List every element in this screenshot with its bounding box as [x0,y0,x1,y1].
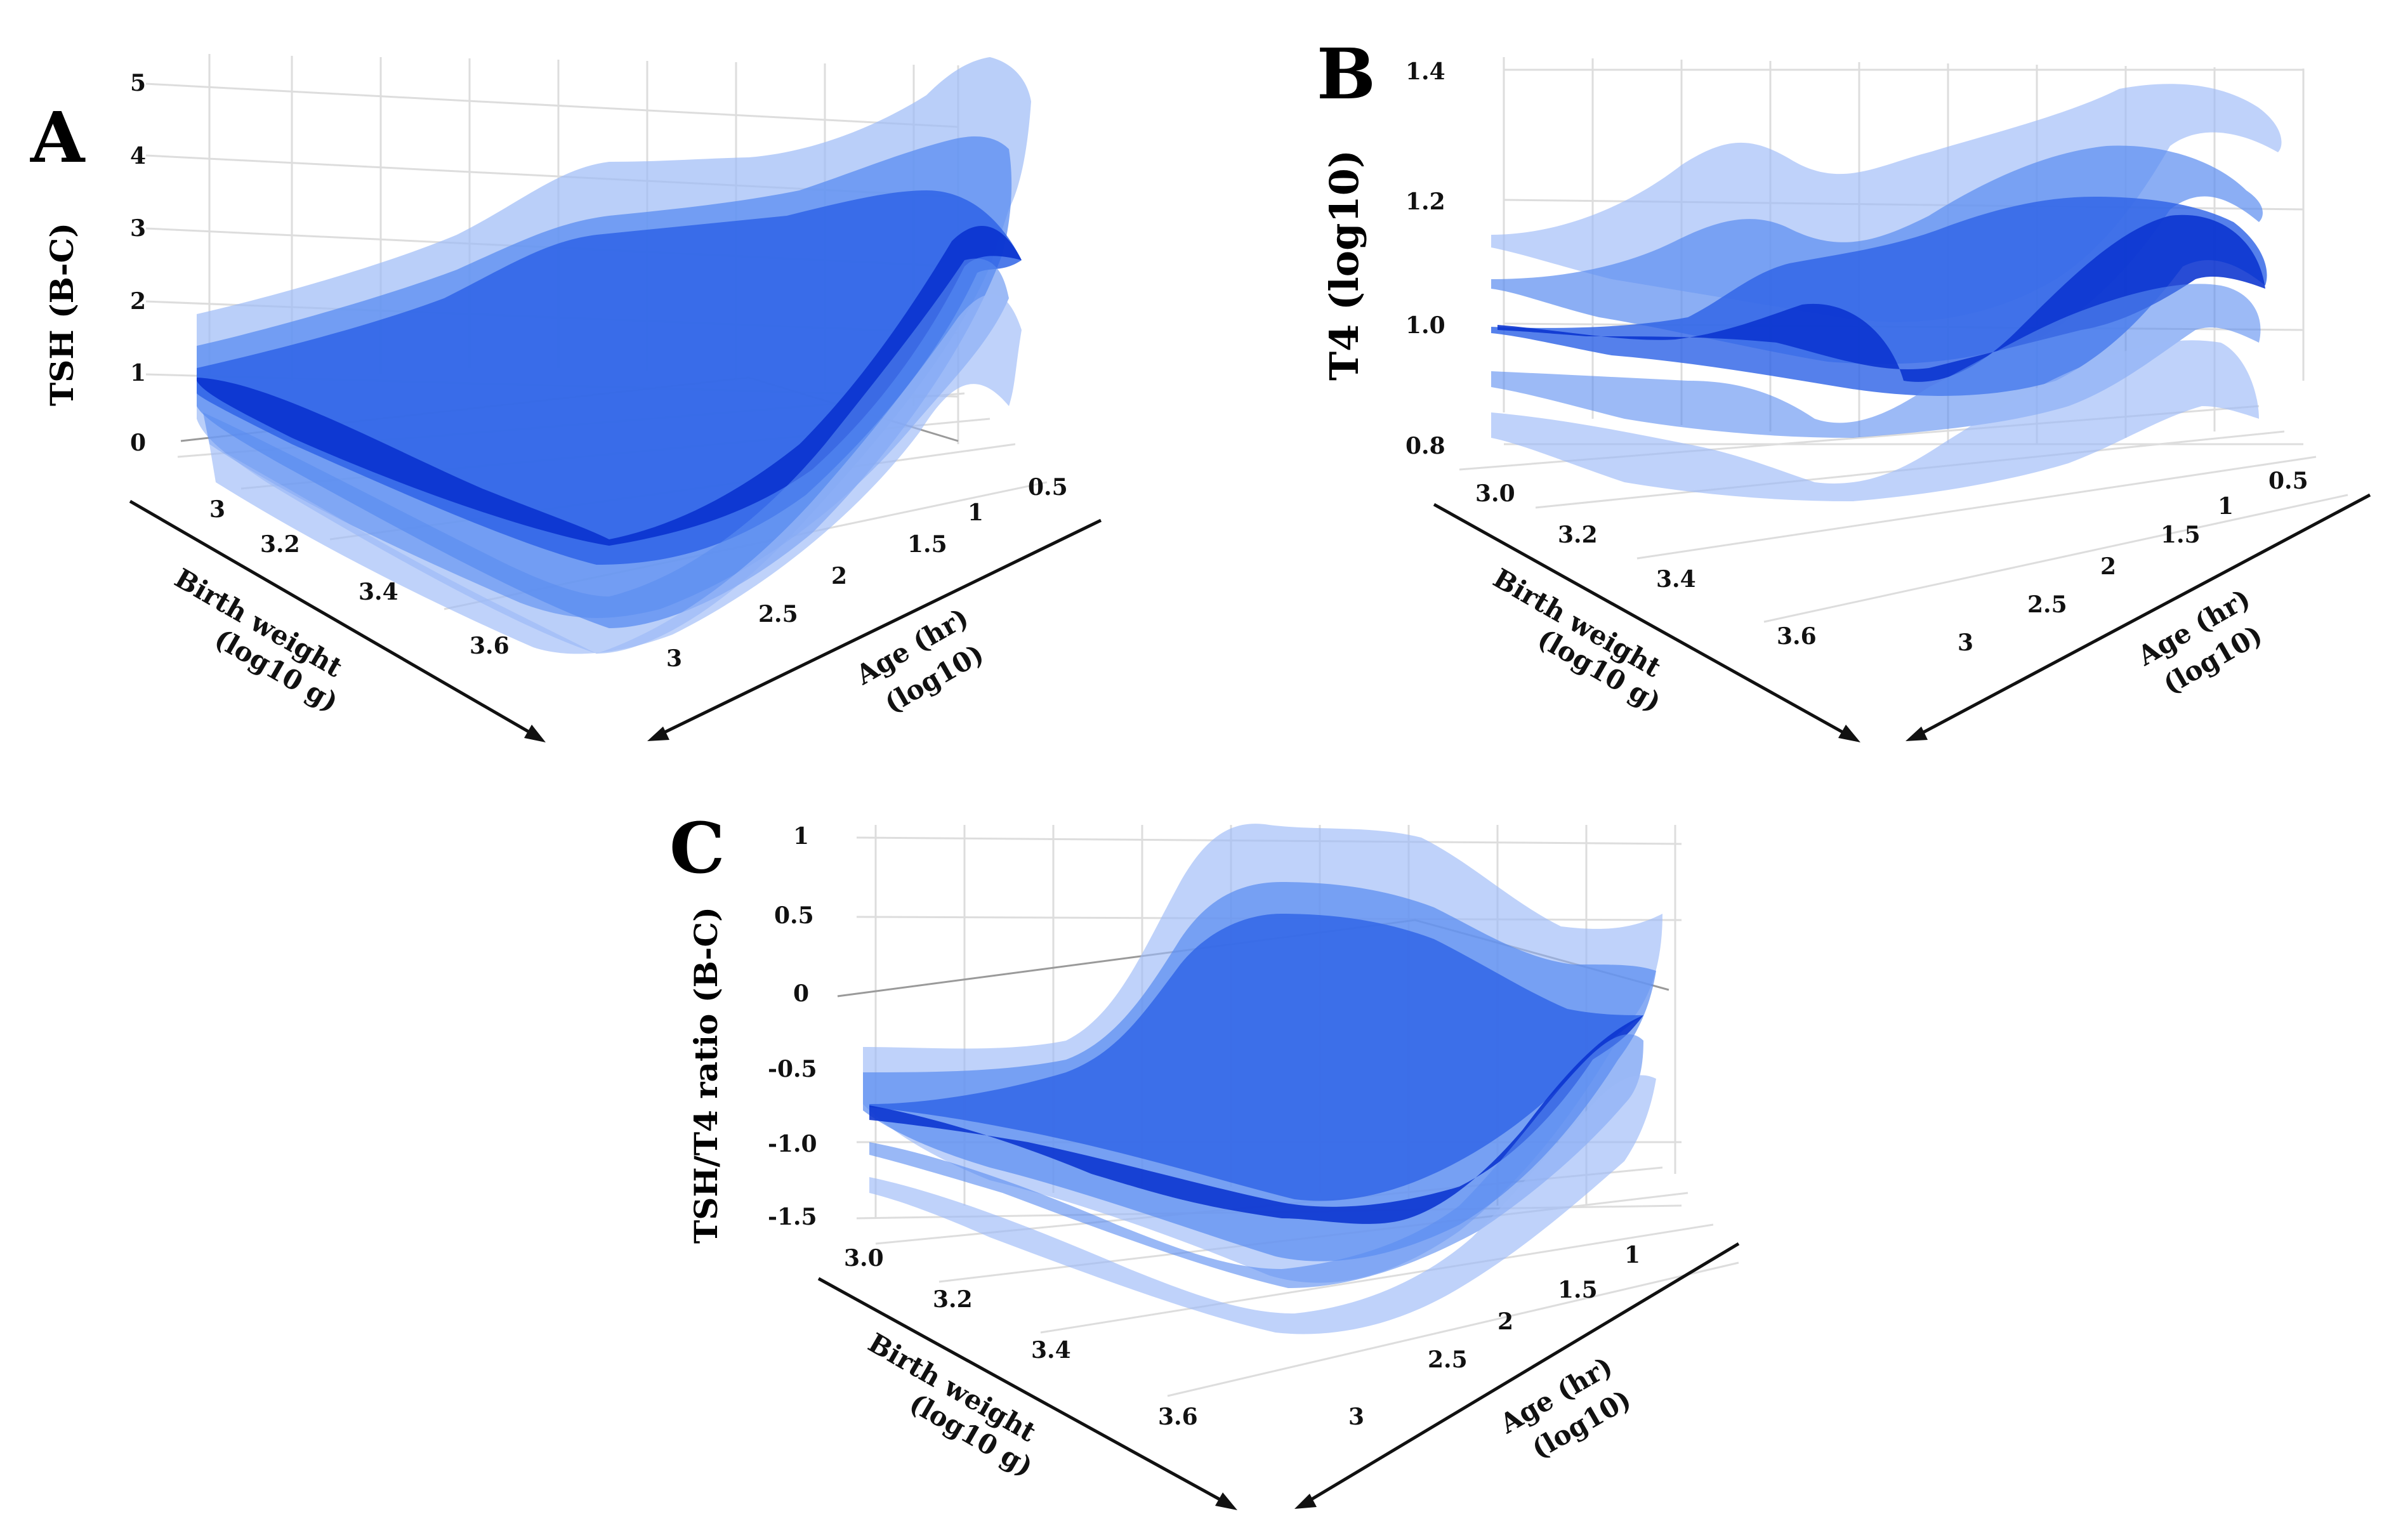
panel-a-x-ticks: 3 3.2 3.4 3.6 [209,496,510,659]
panel-a-x-arrowhead [524,725,546,742]
panel-b-x-arrow [1433,503,1851,738]
panel-b-y-tick-2: 2 [2100,553,2116,580]
panel-b-y-arrow [1915,493,2371,738]
panel-c-z-axis-title: TSH/T4 ratio (B-C) [687,907,725,1244]
panel-a: A 5 4 3 2 1 0 TSH (B-C) 3 [30,54,1102,742]
panel-a-z-ticks: 5 4 3 2 1 0 [130,70,146,456]
panel-c-z-tick-minus-1-5: -1.5 [768,1204,817,1230]
panel-b-y-arrowhead [1906,727,1928,741]
panel-c-z-tick-minus-0-5: -0.5 [768,1056,817,1083]
panel-b-y-tick-2-5: 2.5 [2027,591,2067,618]
panel-c-y-tick-3: 3 [1348,1404,1364,1430]
panel-c-x-tick-3-0: 3.0 [844,1245,884,1272]
panel-c-x-arrow [817,1277,1229,1506]
panel-a-x-tick-3: 3 [209,496,225,523]
panel-b-z-tick-1-0: 1.0 [1405,312,1445,339]
panel-a-y-ticks: 0.5 1 1.5 2 2.5 3 [666,474,1068,672]
panel-c-x-arrowhead [1215,1492,1237,1510]
panel-a-surface-outer-lower [209,294,1022,654]
panel-a-z-tick-5: 5 [130,70,146,96]
panel-a-x-arrow [129,499,537,738]
panel-a-surface-mid-lower [203,258,1009,618]
panel-c-z-tick-0: 0 [793,980,809,1007]
panel-b-surface-outer-lower [1491,340,2259,501]
panel-a-y-arrow [655,518,1102,738]
panel-c-surface-mid-lower [869,1034,1643,1288]
panel-c-y-tick-1-5: 1.5 [1558,1277,1598,1303]
panel-a-z-tick-1: 1 [130,360,146,386]
panel-a-y-tick-3: 3 [666,645,682,672]
panel-a-y-tick-0-5: 0.5 [1028,474,1068,501]
panel-b: B 1.4 1.2 1.0 0.8 T4 (log10) 3.0 3.2 3.4… [1317,33,2371,742]
panel-c-x-ticks: 3.0 3.2 3.4 3.6 [844,1245,1198,1430]
panel-a-y-arrowhead [647,727,669,741]
panel-a-z-tick-3: 3 [130,215,146,242]
panel-a-surfaces [197,57,1031,654]
panel-c-y-tick-1: 1 [1624,1242,1640,1268]
panel-b-y-tick-1: 1 [2218,493,2234,520]
panel-b-y-tick-3: 3 [1958,629,1973,656]
panel-b-x-ticks: 3.0 3.2 3.4 3.6 [1475,480,1817,650]
panel-c-z-tick-0-5: 0.5 [774,902,814,929]
panel-a-z-tick-2: 2 [130,288,146,315]
panel-b-x-tick-3-4: 3.4 [1656,566,1696,593]
panel-b-z-tick-0-8: 0.8 [1405,433,1445,459]
panel-b-y-tick-1-5: 1.5 [2161,522,2201,548]
panel-c-y-arrow [1303,1242,1740,1506]
panel-c: C 1 0.5 0 -0.5 -1.0 -1.5 TSH/T4 ratio (B… [669,807,1740,1510]
panel-c-x-tick-3-2: 3.2 [933,1286,973,1313]
panel-c-y-arrowhead [1294,1494,1317,1509]
panel-a-z-tick-4: 4 [130,143,146,169]
panel-c-surfaces [863,824,1662,1334]
panel-a-x-tick-3-4: 3.4 [359,579,398,605]
panel-b-z-tick-1-2: 1.2 [1405,188,1445,215]
panel-b-surfaces [1491,84,2282,501]
panel-c-z-tick-1: 1 [793,823,809,850]
panel-a-x-tick-3-6: 3.6 [470,633,510,659]
panel-c-letter: C [669,807,725,889]
panel-c-surface-median [869,914,1643,1201]
panel-c-y-tick-2: 2 [1498,1308,1513,1335]
panel-c-x-tick-3-6: 3.6 [1158,1404,1198,1430]
panel-b-z-axis-title: T4 (log10) [1321,150,1367,381]
panel-b-z-tick-1-4: 1.4 [1405,58,1445,85]
panel-a-letter: A [30,96,86,178]
panel-b-x-tick-3-2: 3.2 [1558,522,1598,548]
panel-b-z-ticks: 1.4 1.2 1.0 0.8 [1405,58,1445,459]
panel-a-y-tick-1: 1 [968,499,984,526]
panel-a-x-tick-3-2: 3.2 [260,531,300,558]
panel-b-x-arrowhead [1838,725,1860,742]
panel-c-y-tick-2-5: 2.5 [1428,1346,1468,1373]
panel-a-z-tick-0: 0 [130,430,146,456]
panel-a-y-tick-2-5: 2.5 [758,601,798,628]
panel-a-y-tick-2: 2 [831,563,847,589]
panel-c-y-ticks: 1 1.5 2 2.5 3 [1348,1242,1640,1430]
panel-b-y-ticks: 0.5 1 1.5 2 2.5 3 [1958,468,2308,656]
panel-b-letter: B [1317,33,1376,115]
panel-c-z-ticks: 1 0.5 0 -0.5 -1.0 -1.5 [768,823,817,1230]
panel-b-x-tick-3-0: 3.0 [1475,480,1515,507]
panel-c-z-tick-minus-1-0: -1.0 [768,1131,817,1157]
panel-a-y-tick-1-5: 1.5 [907,531,947,558]
panel-c-surface-outer-lower [869,1075,1656,1334]
panel-b-y-tick-0-5: 0.5 [2268,468,2308,494]
panel-b-x-tick-3-6: 3.6 [1777,623,1817,650]
panel-b-surface-center [1498,214,2265,382]
panel-c-x-tick-3-4: 3.4 [1031,1337,1071,1364]
panel-a-z-axis-title: TSH (B-C) [43,223,81,406]
